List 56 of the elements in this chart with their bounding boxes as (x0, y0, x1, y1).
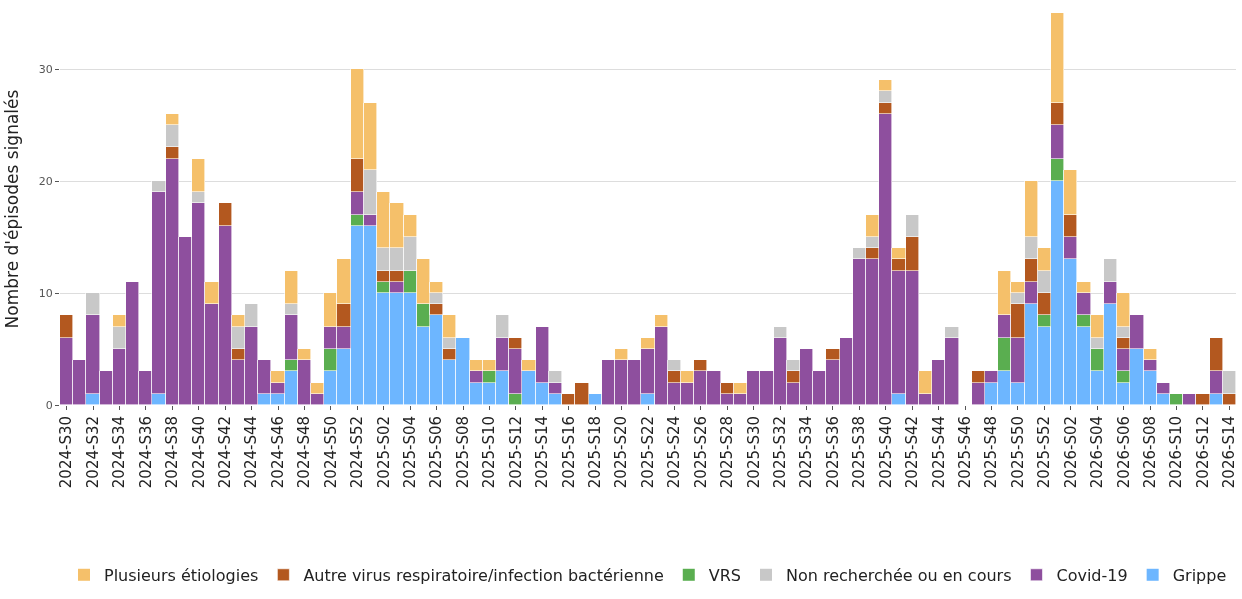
x-tick-label: 2026-S06 (1114, 416, 1133, 489)
x-tick-label: 2025-S10 (480, 416, 499, 489)
x-tick-label: 2025-S52 (1035, 416, 1054, 489)
y-tick-label: 10 (38, 286, 53, 300)
x-tick-label: 2025-S28 (718, 416, 737, 489)
legend-label: Autre virus respiratoire/infection bactérienne (303, 566, 664, 586)
x-tick-label: 2024-S48 (295, 416, 314, 489)
x-tick-label: 2025-S12 (506, 416, 525, 489)
x-tick-label: 2024-S34 (110, 416, 129, 489)
x-tick-label: 2026-S12 (1193, 416, 1212, 489)
x-tick-label: 2025-S44 (929, 416, 948, 489)
x-tick-label: 2025-S24 (665, 416, 684, 489)
legend-label: Plusieurs étiologies (104, 566, 259, 586)
x-tick-label: 2024-S38 (163, 416, 182, 489)
x-tick-label: 2024-S30 (57, 416, 76, 489)
x-tick-label: 2025-S46 (955, 416, 974, 489)
x-tick-label: 2025-S50 (1008, 416, 1027, 489)
legend-label: Grippe (1172, 566, 1227, 586)
x-tick-label: 2024-S52 (348, 416, 367, 489)
x-tick-label: 2025-S06 (427, 416, 446, 489)
x-tick-label: 2026-S04 (1088, 416, 1107, 489)
x-tick-label: 2025-S40 (876, 416, 895, 489)
x-tick-label: 2024-S46 (268, 416, 287, 489)
x-tick-label: 2024-S44 (242, 416, 261, 489)
x-tick-label: 2024-S42 (216, 416, 235, 489)
legend-label: VRS (708, 566, 741, 586)
x-tick-label: 2026-S08 (1140, 416, 1159, 489)
x-tick-label: 2026-S14 (1220, 416, 1239, 489)
x-tick-label: 2024-S40 (189, 416, 208, 489)
y-tick-label: 20 (38, 174, 53, 188)
x-tick-label: 2025-S14 (533, 416, 552, 489)
x-tick-label: 2025-S48 (982, 416, 1001, 489)
x-tick-label: 2025-S04 (401, 416, 420, 489)
x-tick-label: 2026-S02 (1061, 416, 1080, 489)
x-tick-label: 2025-S20 (612, 416, 631, 489)
x-tick-label: 2025-S30 (744, 416, 763, 489)
x-tick-label: 2025-S32 (771, 416, 790, 489)
x-tick-label: 2025-S08 (453, 416, 472, 489)
x-tick-label: 2025-S26 (691, 416, 710, 489)
x-tick-label: 2025-S02 (374, 416, 393, 489)
x-tick-label: 2026-S10 (1167, 416, 1186, 489)
x-tick-label: 2025-S42 (903, 416, 922, 489)
legend-label: Covid-19 (1056, 566, 1128, 586)
y-axis-title: Nombre d'épisodes signalés (2, 89, 23, 329)
x-tick-label: 2025-S38 (850, 416, 869, 489)
legend-label: Non recherchée ou en cours (785, 566, 1012, 586)
y-tick-label: 30 (38, 62, 53, 76)
x-tick-label: 2024-S36 (136, 416, 155, 489)
x-tick-label: 2024-S50 (321, 416, 340, 489)
x-tick-label: 2024-S32 (83, 416, 102, 489)
x-tick-label: 2025-S22 (638, 416, 657, 489)
x-tick-label: 2025-S36 (823, 416, 842, 489)
x-tick-label: 2025-S16 (559, 416, 578, 489)
y-tick-label: 0 (45, 398, 53, 412)
x-tick-label: 2025-S18 (586, 416, 605, 489)
x-tick-label: 2025-S34 (797, 416, 816, 489)
